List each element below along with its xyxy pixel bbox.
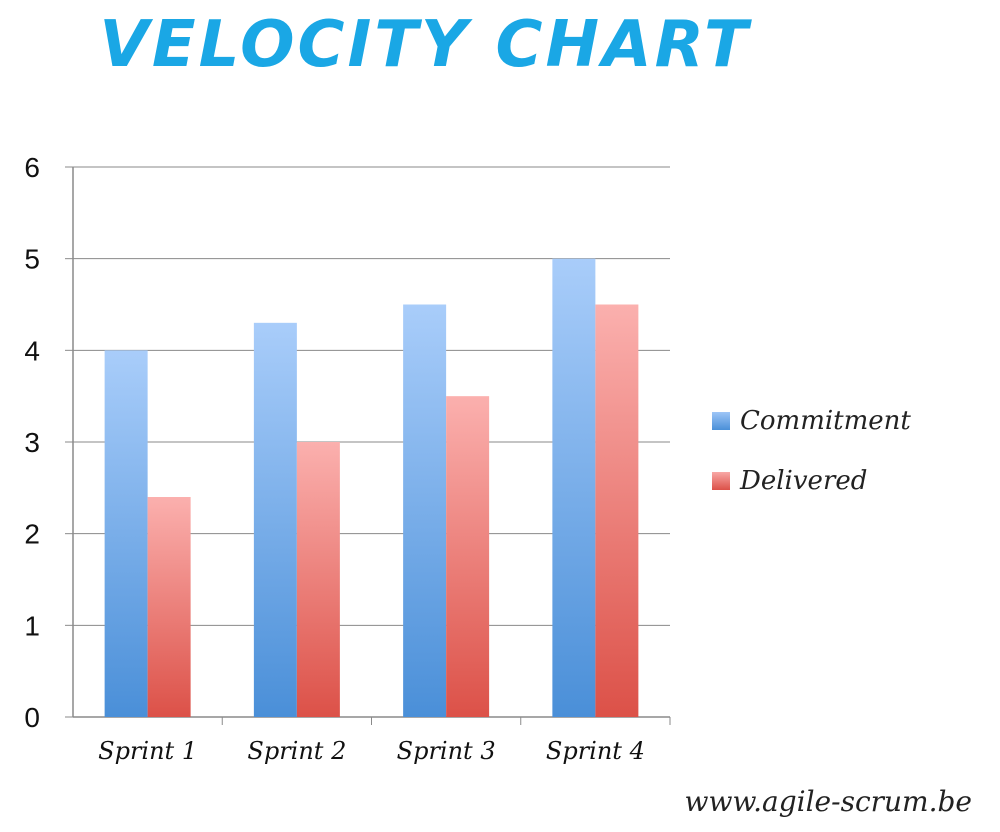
- bar-delivered-2: [296, 442, 340, 717]
- x-tick-label: Sprint 3: [397, 737, 496, 765]
- bar-delivered-4: [595, 304, 639, 717]
- x-tick-label: Sprint 2: [247, 737, 346, 765]
- y-tick-label: 0: [24, 702, 40, 733]
- x-tick-label: Sprint 1: [98, 737, 197, 765]
- legend-label-commitment: Commitment: [740, 406, 911, 436]
- legend-label-delivered: Delivered: [740, 466, 868, 496]
- y-tick-label: 4: [24, 335, 40, 366]
- bar-delivered-3: [446, 396, 490, 717]
- legend-swatch-commitment: [712, 412, 730, 430]
- bar-commitment-4: [552, 258, 596, 717]
- bar-delivered-1: [147, 497, 191, 717]
- legend-item-delivered: Delivered: [712, 464, 911, 498]
- source-url[interactable]: www.agile-scrum.be: [684, 785, 972, 818]
- bar-commitment-3: [403, 304, 447, 717]
- y-tick-label: 1: [24, 610, 40, 641]
- legend-swatch-delivered: [712, 472, 730, 490]
- x-tick-label: Sprint 4: [546, 737, 645, 765]
- bar-commitment-2: [253, 322, 297, 717]
- legend-item-commitment: Commitment: [712, 404, 911, 438]
- chart-title: VELOCITY CHART: [99, 8, 751, 82]
- y-tick-label: 2: [24, 519, 40, 550]
- bar-commitment-1: [104, 350, 148, 717]
- chart-legend: Commitment Delivered: [712, 404, 911, 524]
- y-tick-label: 3: [24, 427, 40, 458]
- y-tick-label: 6: [24, 152, 40, 183]
- y-tick-label: 5: [24, 244, 40, 275]
